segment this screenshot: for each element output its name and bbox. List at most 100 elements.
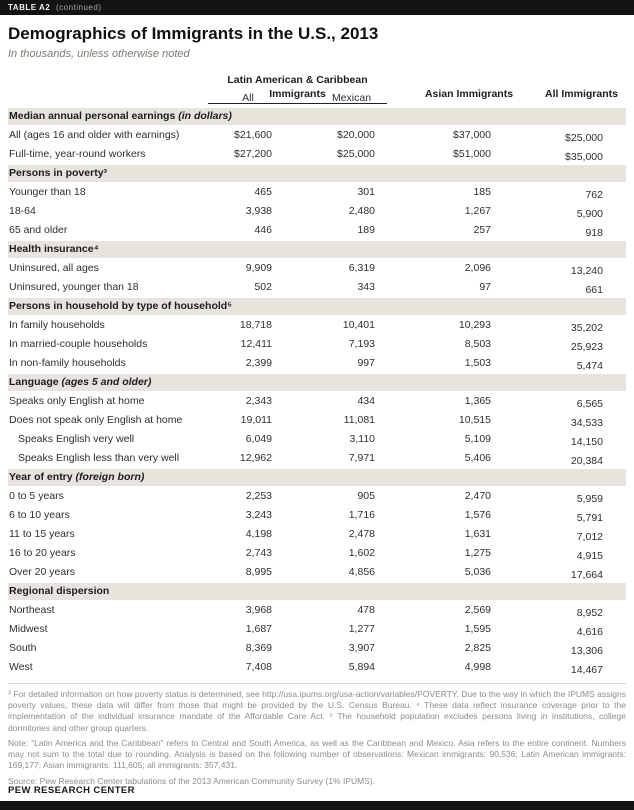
row-label: All (ages 16 and older with earnings) [9, 129, 180, 141]
row-label: West [9, 661, 33, 673]
cell-value: 1,576 [464, 509, 491, 521]
cell-value: 301 [357, 186, 375, 198]
cell-value: 5,900 [576, 208, 603, 220]
cell-value: 1,595 [464, 623, 491, 635]
section-header-row: Persons in household by type of househol… [8, 298, 626, 315]
row-label: South [9, 642, 37, 654]
cell-value: 97 [479, 281, 491, 293]
cell-value: 5,109 [464, 433, 491, 445]
table-row: Does not speak only English at home 19,01… [8, 411, 626, 430]
row-label: 11 to 15 years [9, 528, 75, 540]
sub-header-row: All Mexican [8, 91, 626, 107]
cell-value: 661 [585, 284, 603, 296]
page-subtitle: In thousands, unless otherwise noted [8, 48, 190, 60]
table-row: 16 to 20 years 2,743 1,602 1,275 4,915 [8, 544, 626, 563]
cell-value: 905 [357, 490, 375, 502]
section-header-row: Year of entry (foreign born) [8, 469, 626, 486]
table-row: Over 20 years 8,995 4,856 5,036 17,664 [8, 563, 626, 582]
column-group-all: All Immigrants [545, 88, 618, 100]
cell-value: 2,743 [245, 547, 272, 559]
section-title: Persons in poverty³ [9, 167, 108, 179]
cell-value: $21,600 [234, 129, 272, 141]
section-header-row: Language (ages 5 and older) [8, 374, 626, 391]
cell-value: 5,894 [348, 661, 375, 673]
cell-value: $20,000 [337, 129, 375, 141]
cell-value: 11,081 [343, 414, 375, 426]
cell-value: 17,664 [570, 569, 603, 581]
section-header-row: Median annual personal earnings (in doll… [8, 108, 626, 125]
cell-value: 4,198 [245, 528, 272, 540]
cell-value: $35,000 [565, 151, 603, 163]
row-label: Northeast [9, 604, 55, 616]
section-header-row: Persons in poverty³ [8, 165, 626, 182]
cell-value: 10,515 [458, 414, 491, 426]
section-title-note: (in dollars) [175, 110, 232, 122]
row-label: Speaks only English at home [9, 395, 145, 407]
cell-value: 918 [585, 227, 603, 239]
column-group-latin-label: Latin American & Caribbean Immigrants [208, 73, 387, 104]
row-label: In married-couple households [9, 338, 148, 350]
section-title-note: (foreign born) [72, 471, 145, 483]
cell-value: 35,202 [570, 322, 603, 334]
cell-value: 1,267 [464, 205, 491, 217]
table-tag-continued: (continued) [55, 3, 102, 12]
table-body: Median annual personal earnings (in doll… [8, 108, 626, 677]
section-title: Language [9, 376, 59, 388]
cell-value: 10,401 [342, 319, 375, 331]
table-row: In family households 18,718 10,401 10,293 35… [8, 316, 626, 335]
cell-value: 5,474 [576, 360, 603, 372]
cell-value: 8,952 [576, 607, 603, 619]
table-tag-bar: TABLE A2 (continued) [0, 0, 634, 15]
table-row: 6 to 10 years 3,243 1,716 1,576 5,791 [8, 506, 626, 525]
cell-value: 189 [357, 224, 375, 236]
cell-value: 1,687 [245, 623, 272, 635]
cell-value: 1,275 [464, 547, 491, 559]
cell-value: 5,791 [576, 512, 603, 524]
cell-value: 5,959 [576, 493, 603, 505]
cell-value: 2,478 [348, 528, 375, 540]
table-row: Uninsured, younger than 18 502 343 97 661 [8, 278, 626, 297]
section-header-row: Regional dispersion [8, 583, 626, 600]
cell-value: $25,000 [337, 148, 375, 160]
table-row: Northeast 3,968 478 2,569 8,952 [8, 601, 626, 620]
cell-value: 343 [357, 281, 375, 293]
table-row: Full-time, year-round workers $27,200 $25,… [8, 145, 626, 164]
row-label: Full-time, year-round workers [9, 148, 146, 160]
cell-value: 4,616 [576, 626, 603, 638]
section-title: Year of entry [9, 471, 73, 483]
cell-value: 7,193 [348, 338, 375, 350]
row-label: 18-64 [9, 205, 36, 217]
section-title-note: (ages 5 and older) [58, 376, 152, 388]
row-label: In family households [9, 319, 105, 331]
cell-value: 34,533 [570, 417, 603, 429]
section-header-row: Health insurance⁴ [8, 241, 626, 258]
cell-value: 13,306 [570, 645, 603, 657]
brand-pew-research-center: PEW RESEARCH CENTER [8, 785, 135, 796]
cell-value: 25,923 [570, 341, 603, 353]
cell-value: 2,343 [245, 395, 272, 407]
column-group-latin: Latin American & Caribbean Immigrants [208, 73, 387, 104]
cell-value: 1,277 [348, 623, 375, 635]
section-title: Persons in household by type of househol… [9, 300, 233, 312]
cell-value: 10,293 [458, 319, 491, 331]
cell-value: 1,602 [348, 547, 375, 559]
cell-value: 3,938 [245, 205, 272, 217]
cell-value: 3,907 [348, 642, 375, 654]
row-label: In non-family households [9, 357, 126, 369]
cell-value: 2,480 [348, 205, 375, 217]
cell-value: 434 [357, 395, 375, 407]
note-text: Note: “Latin America and the Caribbean” … [8, 737, 626, 771]
cell-value: 3,243 [245, 509, 272, 521]
cell-value: 1,631 [464, 528, 491, 540]
cell-value: 2,253 [245, 490, 272, 502]
row-label: Younger than 18 [9, 186, 86, 198]
section-title: Median annual personal earnings [9, 110, 176, 122]
row-label: Speaks English very well [18, 433, 135, 445]
table-row: Midwest 1,687 1,277 1,595 4,616 [8, 620, 626, 639]
page-title: Demographics of Immigrants in the U.S., … [8, 24, 379, 43]
cell-value: 6,319 [348, 262, 375, 274]
row-label: Midwest [9, 623, 48, 635]
cell-value: 5,036 [464, 566, 491, 578]
cell-value: 1,716 [348, 509, 375, 521]
